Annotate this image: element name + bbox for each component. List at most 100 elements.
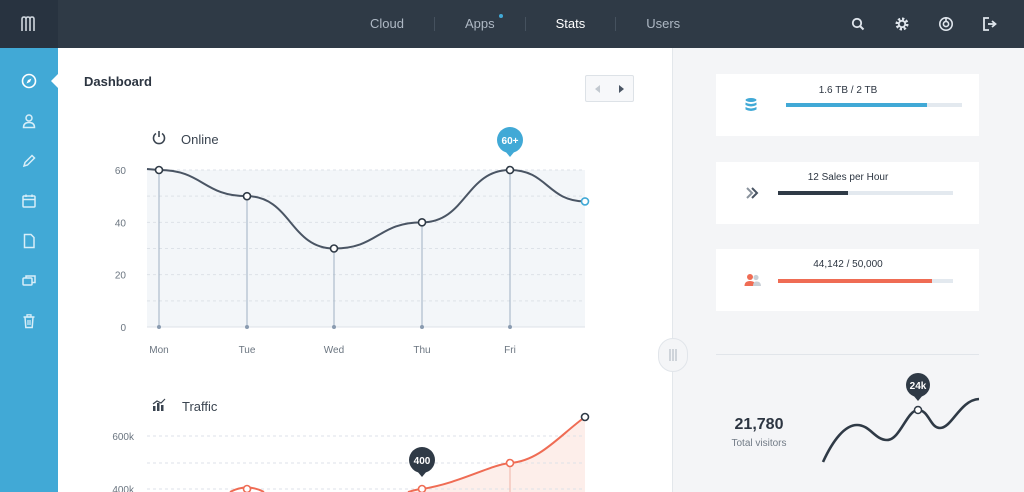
top-nav: Cloud Apps Stats Users <box>340 0 710 48</box>
logo-icon <box>21 16 35 31</box>
data-point[interactable] <box>505 165 515 175</box>
sidebar-item-messages[interactable] <box>0 261 58 301</box>
sidebar-item-edit[interactable] <box>0 141 58 181</box>
online-line <box>146 168 586 250</box>
settings-button[interactable] <box>880 0 924 48</box>
storage-card: 1.6 TB / 2 TB <box>716 74 979 136</box>
chevron-right-icon <box>619 84 625 93</box>
nav-separator <box>433 17 435 31</box>
sidebar-item-profile[interactable] <box>0 101 58 141</box>
panel-resize-handle[interactable] <box>658 338 688 372</box>
traffic-chart-title: Traffic <box>182 399 218 414</box>
logout-button[interactable] <box>968 0 1012 48</box>
data-point[interactable] <box>242 484 252 492</box>
data-point[interactable] <box>580 197 590 206</box>
y-tick-label: 400k <box>112 485 135 492</box>
nav-separator <box>615 17 617 31</box>
users-label: 44,142 / 50,000 <box>813 259 883 270</box>
data-point[interactable] <box>580 412 590 422</box>
sidebar <box>0 48 58 492</box>
traffic-callout: 400 <box>409 447 435 477</box>
sales-progress-fill <box>778 191 848 195</box>
data-point[interactable] <box>505 458 515 468</box>
data-point[interactable] <box>154 165 164 175</box>
traffic-area <box>147 417 585 492</box>
users-card: 44,142 / 50,000 <box>716 249 979 311</box>
database-icon <box>745 98 757 111</box>
x-tick-label: Wed <box>324 345 344 356</box>
compass-icon <box>21 73 37 89</box>
y-tick-label: 600k <box>112 432 135 443</box>
visitors-sparkline: 24k <box>821 373 980 463</box>
nav-users[interactable]: Users <box>616 17 710 31</box>
sales-label: 12 Sales per Hour <box>807 172 889 183</box>
data-point[interactable] <box>417 218 427 227</box>
online-chart-title: Online <box>181 132 219 147</box>
users-icon <box>744 274 761 286</box>
pager-prev-button[interactable] <box>586 76 610 101</box>
gear-icon <box>895 17 909 31</box>
y-tick-label: 40 <box>115 218 127 229</box>
nav-separator <box>524 17 526 31</box>
base-point <box>157 325 161 329</box>
storage-progress-track <box>786 103 962 107</box>
sales-progress-track <box>778 191 953 195</box>
data-point[interactable] <box>329 244 339 253</box>
sync-button[interactable] <box>924 0 968 48</box>
logout-icon <box>983 17 997 31</box>
traffic-callout-label: 400 <box>414 456 431 467</box>
total-visitors-value: 21,780 <box>734 416 784 433</box>
traffic-line <box>407 416 586 492</box>
nav-apps[interactable]: Apps <box>435 14 525 31</box>
online-callout-label: 60+ <box>502 136 519 147</box>
sidebar-active-indicator <box>51 74 58 88</box>
chevron-left-icon <box>594 84 600 93</box>
visitors-point <box>913 405 923 415</box>
x-tick-label: Fri <box>504 345 516 356</box>
x-tick-label: Thu <box>413 345 430 356</box>
calendar-icon <box>22 194 36 208</box>
search-icon <box>851 17 865 31</box>
sidebar-item-calendar[interactable] <box>0 181 58 221</box>
visitors-line <box>821 397 980 463</box>
power-icon <box>152 131 166 145</box>
bar-chart-icon <box>152 398 166 411</box>
data-point[interactable] <box>242 191 252 201</box>
nav-stats[interactable]: Stats <box>526 17 616 31</box>
base-point <box>508 325 512 329</box>
pen-icon <box>22 154 36 168</box>
total-visitors-label: Total visitors <box>731 438 787 449</box>
visitors-callout-label: 24k <box>910 381 927 392</box>
y-tick-label: 0 <box>120 323 126 334</box>
sales-card: 12 Sales per Hour <box>716 162 979 224</box>
app-logo[interactable] <box>0 0 58 48</box>
data-point[interactable] <box>417 484 427 492</box>
x-tick-label: Tue <box>239 345 256 356</box>
visitors-callout: 24k <box>906 373 930 401</box>
storage-progress-fill <box>786 103 927 107</box>
chat-icon <box>22 275 36 286</box>
pager-next-button[interactable] <box>610 76 634 101</box>
page-title: Dashboard <box>84 74 152 89</box>
sync-icon <box>939 17 953 31</box>
grip-icon <box>669 349 677 361</box>
storage-label: 1.6 TB / 2 TB <box>818 85 878 96</box>
user-icon <box>22 114 36 129</box>
search-button[interactable] <box>836 0 880 48</box>
sidebar-item-trash[interactable] <box>0 301 58 341</box>
users-progress-track <box>778 279 953 283</box>
base-point <box>420 325 424 329</box>
nav-cloud-label: Cloud <box>370 16 404 31</box>
nav-stats-label: Stats <box>555 16 586 31</box>
base-point <box>245 325 249 329</box>
nav-cloud[interactable]: Cloud <box>340 17 434 31</box>
x-tick-label: Mon <box>149 345 168 356</box>
sidebar-item-documents[interactable] <box>0 221 58 261</box>
chevrons-icon <box>746 187 759 199</box>
top-bar: Cloud Apps Stats Users <box>0 0 1024 48</box>
nav-apps-label: Apps <box>464 16 495 31</box>
sidebar-item-dashboard[interactable] <box>0 61 58 101</box>
nav-users-label: Users <box>646 16 681 31</box>
base-point <box>332 325 336 329</box>
y-tick-label: 20 <box>115 271 127 282</box>
